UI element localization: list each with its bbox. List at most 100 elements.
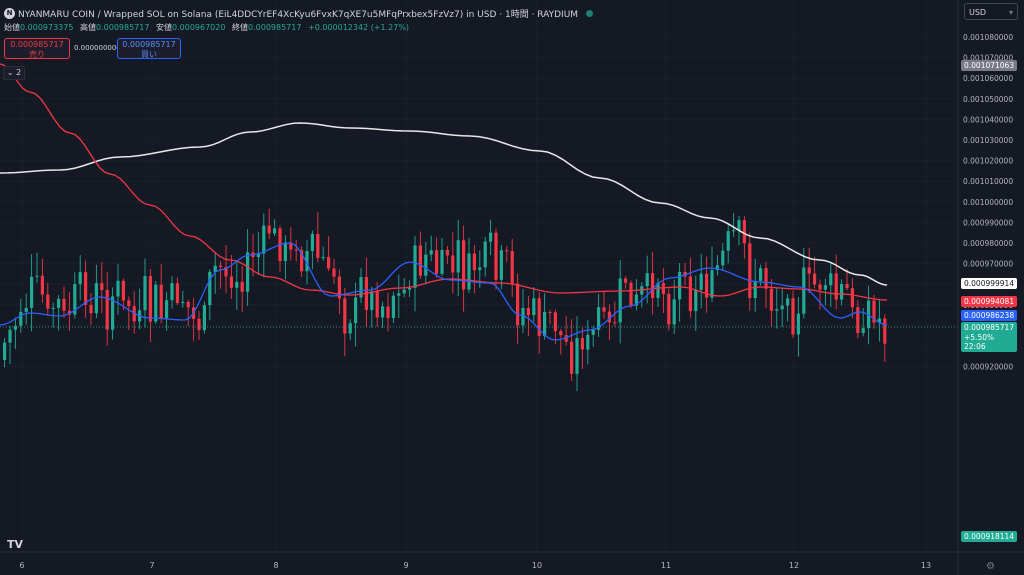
candle-body (829, 273, 833, 286)
candle-body (489, 232, 493, 242)
price-axis[interactable]: 0.001080000 0.001070000 0.001060000 0.00105… (963, 33, 1013, 372)
candle-body (354, 297, 358, 324)
last-change-value: +5.50% (964, 332, 995, 342)
candle-body (273, 228, 277, 234)
time-tick-label: 10 (532, 561, 542, 570)
candle-body (883, 318, 887, 344)
candle-body (688, 276, 692, 312)
candle-body (759, 268, 763, 281)
candle-body (143, 276, 147, 311)
candle-body (775, 309, 779, 311)
candle-body (57, 298, 61, 308)
symbol-title[interactable]: NYANMARU COIN / Wrapped SOL on Solana (E… (18, 9, 579, 20)
candle-body (645, 273, 649, 287)
candle-body (46, 294, 50, 309)
blue-moving-average-line (0, 242, 888, 341)
spread-value: 0.000000000 (74, 44, 121, 52)
candle-body (780, 305, 784, 310)
collapse-count: 2 (16, 68, 22, 77)
candle-body (40, 275, 44, 295)
candle-body (494, 232, 498, 280)
candle-body (661, 282, 665, 295)
candle-body (678, 271, 682, 300)
candle-body (424, 254, 428, 276)
candle-body (181, 301, 185, 304)
top-marker-label: 0.001071063 (961, 60, 1017, 71)
candle-body (613, 322, 617, 324)
open-value: 0.000973375 (20, 23, 74, 32)
candle-body (748, 243, 752, 299)
candle-body (564, 335, 568, 342)
candle-body (305, 250, 309, 272)
time-tick-label: 7 (149, 561, 154, 570)
candle-body (413, 245, 417, 288)
price-tick-label: 0.001050000 (963, 95, 1013, 104)
candle-body (699, 273, 703, 290)
indicator-collapse-button[interactable]: ⌄ 2 (3, 66, 25, 80)
sell-button[interactable]: 0.000985717 売り (4, 38, 70, 59)
candle-body (294, 249, 298, 251)
candle-body (667, 294, 671, 325)
candle-body (397, 293, 401, 296)
buy-button[interactable]: 0.000985717 買い (117, 38, 181, 59)
candle-body (559, 331, 563, 336)
candle-body (35, 275, 39, 277)
candle-body (51, 307, 55, 309)
candle-body (510, 251, 514, 284)
time-tick-label: 12 (789, 561, 799, 570)
candle-body (332, 268, 336, 277)
candle-body (343, 298, 347, 334)
candle-body (807, 267, 811, 274)
candle-body (348, 323, 352, 334)
candle-body (629, 282, 633, 306)
candle-body (705, 273, 709, 298)
candle-body (651, 273, 655, 298)
candle-body (796, 313, 800, 335)
white-moving-average-line (0, 122, 888, 286)
candle-body (208, 271, 212, 306)
candle-body (877, 318, 881, 323)
chevron-down-icon: ⌄ (6, 68, 14, 77)
candle-body (175, 283, 179, 304)
price-tick-label: 0.001030000 (963, 136, 1013, 145)
ohlc-legend: 始値0.000973375 高値0.000985717 安値0.00096702… (4, 22, 413, 33)
candle-body (478, 267, 482, 271)
candle-body (553, 312, 557, 332)
price-tick-label: 0.000990000 (963, 218, 1013, 227)
candle-body (591, 329, 595, 335)
candle-body (586, 334, 590, 350)
price-tick-label: 0.000980000 (963, 239, 1013, 248)
candle-body (197, 318, 201, 331)
price-tick-label: 0.001080000 (963, 33, 1013, 42)
candle-body (505, 250, 509, 252)
candle-body (769, 288, 773, 311)
candle-body (429, 250, 433, 255)
gear-icon[interactable]: ⚙ (986, 561, 995, 572)
time-tick-label: 6 (19, 561, 24, 570)
candle-body (607, 311, 611, 323)
candle-body (732, 230, 736, 232)
candle-body (246, 252, 250, 292)
candle-body (256, 253, 260, 258)
time-axis[interactable]: 6 7 8 9 10 11 12 13 (19, 561, 931, 570)
candle-body (202, 305, 206, 331)
candle-body (472, 253, 476, 271)
tradingview-logo-icon[interactable]: TV (7, 538, 24, 551)
candle-body (456, 240, 460, 273)
candle-body (229, 276, 233, 288)
candle-body (548, 311, 552, 313)
candle-body (580, 338, 584, 350)
currency-select[interactable]: USD (964, 3, 1018, 21)
candle-body (532, 298, 536, 316)
candle-body (742, 220, 746, 244)
low-value: 0.000967020 (172, 23, 226, 32)
candle-body (440, 249, 444, 274)
candle-body (467, 253, 471, 290)
candle-body (840, 283, 844, 300)
candle-body (672, 299, 676, 325)
candle-body (786, 298, 790, 306)
price-tick-label: 0.001010000 (963, 177, 1013, 186)
buy-price: 0.000985717 (122, 40, 176, 49)
candle-body (94, 283, 98, 314)
